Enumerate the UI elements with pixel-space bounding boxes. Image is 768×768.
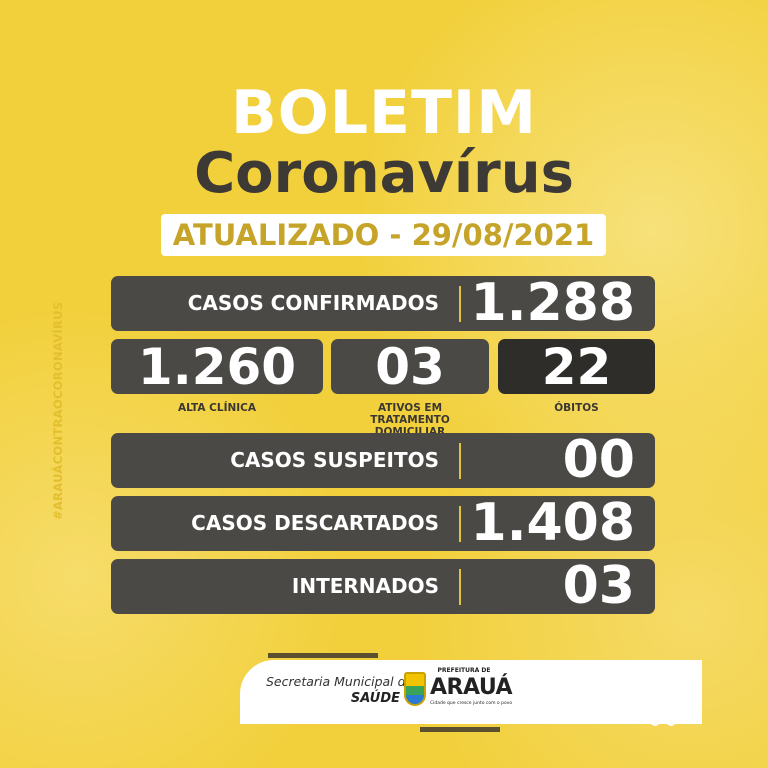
subtitle: Coronavírus bbox=[194, 141, 574, 206]
secretaria-text: Secretaria Municipal de bbox=[266, 674, 414, 689]
recovered-label: ALTA CLÍNICA bbox=[177, 402, 257, 414]
active-label: ATIVOS EM TRATAMENTO DOMICILIAR bbox=[370, 402, 450, 438]
pill-outline-icon bbox=[666, 688, 676, 726]
hashtag: #ARAUÁCONTRAOCORONAVÍRUS bbox=[51, 301, 65, 520]
city-logo: ARAUÁ bbox=[430, 675, 513, 700]
confirmed-value: 1.288 bbox=[470, 273, 635, 333]
suspected-value: 00 bbox=[562, 430, 635, 490]
deaths-value: 22 bbox=[498, 339, 655, 395]
divider bbox=[459, 569, 461, 605]
confirmed-panel: CASOS CONFIRMADOS 1.288 bbox=[111, 273, 655, 333]
pill-icon bbox=[650, 688, 660, 726]
prefeitura-text: PREFEITURA DE bbox=[437, 667, 491, 674]
saude-text: SAÚDE bbox=[350, 691, 400, 706]
divider bbox=[459, 443, 461, 479]
divider bbox=[459, 506, 461, 542]
updated-date: ATUALIZADO - 29/08/2021 bbox=[161, 214, 606, 256]
hospitalized-value: 03 bbox=[562, 556, 635, 616]
discarded-label: CASOS DESCARTADOS bbox=[191, 511, 439, 535]
confirmed-label: CASOS CONFIRMADOS bbox=[187, 291, 439, 315]
decor-bar bbox=[268, 653, 378, 658]
hospitalized-label: INTERNADOS bbox=[291, 574, 439, 598]
discarded-panel: CASOS DESCARTADOS 1.408 bbox=[111, 493, 655, 553]
deaths-label: ÓBITOS bbox=[554, 402, 599, 414]
title: BOLETIM bbox=[231, 78, 537, 148]
slogan: Cidade que cresce junto com o povo bbox=[430, 701, 513, 706]
decor-bar bbox=[420, 727, 500, 732]
hospitalized-panel: INTERNADOS 03 bbox=[111, 556, 655, 616]
recovered-value: 1.260 bbox=[111, 339, 323, 395]
suspected-panel: CASOS SUSPEITOS 00 bbox=[111, 430, 655, 490]
city-crest-icon bbox=[404, 672, 426, 706]
divider bbox=[459, 286, 461, 322]
discarded-value: 1.408 bbox=[470, 493, 635, 553]
footer-logo-bar bbox=[240, 660, 702, 724]
suspected-label: CASOS SUSPEITOS bbox=[230, 448, 439, 472]
active-value: 03 bbox=[331, 339, 489, 395]
